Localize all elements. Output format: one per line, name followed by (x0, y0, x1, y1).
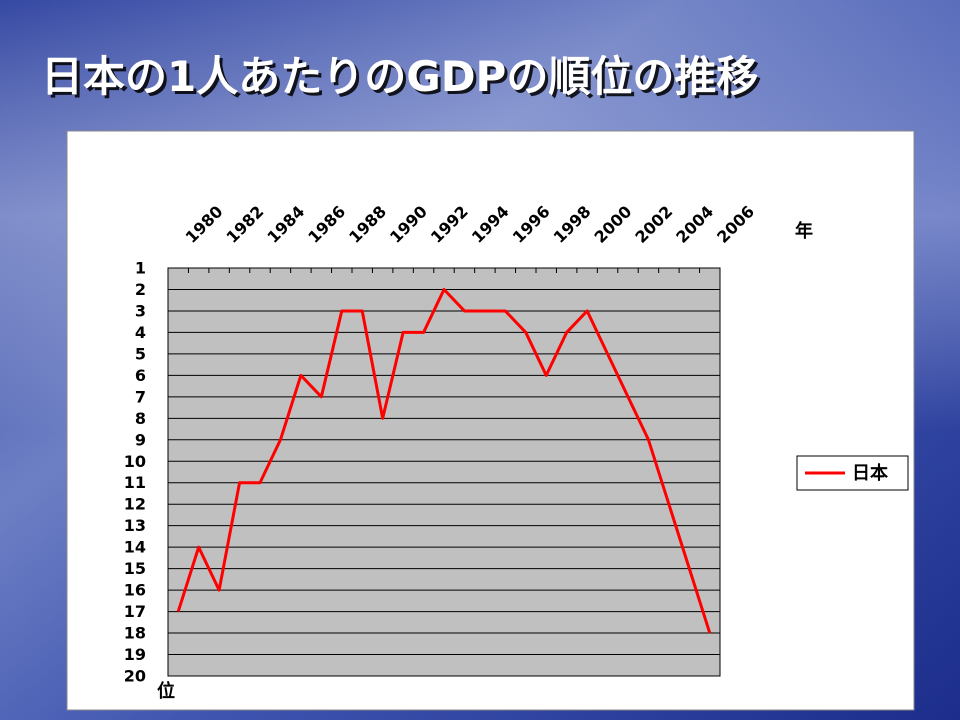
y-tick-label: 7 (135, 387, 146, 406)
y-tick-label: 14 (124, 538, 146, 557)
y-tick-label: 11 (124, 473, 146, 492)
y-tick-label: 12 (124, 495, 146, 514)
y-tick-label: 19 (124, 645, 146, 664)
y-axis-label: 位 (157, 680, 175, 702)
y-tick-label: 17 (124, 602, 146, 621)
y-tick-label: 20 (124, 667, 146, 686)
legend-label: 日本 (852, 462, 888, 484)
y-tick-label: 3 (135, 301, 146, 320)
data-line (176, 287, 712, 634)
x-axis-label: 年 (795, 220, 813, 242)
y-tick-label: 5 (135, 344, 146, 363)
y-tick-label: 18 (124, 624, 146, 643)
y-tick-label: 2 (135, 280, 146, 299)
y-tick-label: 6 (135, 366, 146, 385)
y-tick-label: 10 (124, 452, 146, 471)
plot-background (167, 267, 721, 677)
y-tick-label: 9 (135, 430, 146, 449)
y-tick-label: 8 (135, 409, 146, 428)
y-tick-label: 1 (135, 259, 146, 278)
y-tick-label: 16 (124, 581, 146, 600)
y-tick-label: 4 (135, 323, 146, 342)
y-tick-label: 15 (124, 559, 146, 578)
chart-title: 日本の1人あたりのGDPの順位の推移 (41, 52, 758, 101)
title-shadow: 日本の1人あたりのGDPの順位の推移 (44, 55, 761, 104)
y-tick-label: 13 (124, 516, 146, 535)
